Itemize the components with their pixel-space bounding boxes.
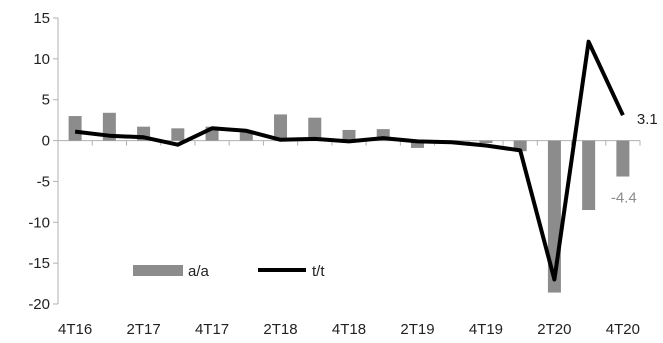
- legend-label-line: t/t: [312, 263, 325, 280]
- x-tick-label: 4T17: [195, 321, 229, 338]
- x-tick-label: 4T19: [469, 321, 503, 338]
- bar-4T20: [616, 140, 630, 177]
- legend-swatch-bar: [133, 265, 183, 276]
- bar-2T18: [274, 114, 288, 141]
- bar-4T18: [342, 129, 356, 141]
- bar-last-label: -4.4: [611, 190, 637, 207]
- y-tick-label: -5: [37, 173, 50, 190]
- bar-4T16: [68, 116, 82, 141]
- x-tick-label: 4T16: [58, 321, 92, 338]
- x-tick-label: 2T19: [400, 321, 434, 338]
- line-series: [74, 39, 625, 282]
- bar-3T20: [582, 140, 596, 211]
- line-last-label: 3.1: [637, 111, 658, 128]
- y-axis: 15 10 5 0 -5 -10 -15 -20: [28, 10, 59, 313]
- x-tick-label: 2T20: [537, 321, 571, 338]
- legend-label-bar: a/a: [188, 263, 210, 280]
- legend: a/a t/t: [133, 263, 325, 280]
- bar-1T18: [239, 132, 253, 141]
- bar-3T18: [308, 117, 322, 141]
- x-tick-label: 4T20: [606, 321, 640, 338]
- bar-4T19: [479, 140, 493, 144]
- x-tick-label: 4T18: [332, 321, 366, 338]
- y-tick-label: 0: [42, 133, 50, 150]
- line-path: [74, 39, 625, 282]
- x-tick-label: 2T17: [126, 321, 160, 338]
- y-tick-label: -15: [28, 255, 50, 272]
- x-tick-label: 2T18: [263, 321, 297, 338]
- bar-2T19: [410, 140, 424, 148]
- y-tick-label: 10: [33, 51, 50, 68]
- y-tick-label: 15: [33, 10, 50, 27]
- y-tick-label: -20: [28, 296, 50, 313]
- annotations: -4.4 3.1: [611, 111, 658, 206]
- y-tick-label: 5: [42, 92, 50, 109]
- bar-1T19: [376, 129, 390, 141]
- bar-1T20: [513, 140, 527, 152]
- bar-3T17: [171, 128, 185, 141]
- y-tick-label: -10: [28, 214, 50, 231]
